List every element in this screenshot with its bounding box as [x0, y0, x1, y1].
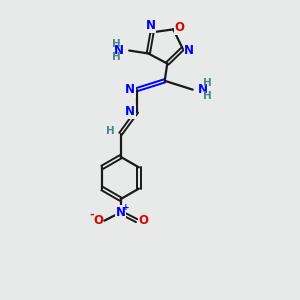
Text: +: +: [122, 202, 130, 211]
Text: H: H: [106, 126, 115, 136]
Text: H: H: [112, 39, 121, 49]
Text: -: -: [90, 210, 94, 220]
Text: N: N: [116, 206, 126, 219]
Text: O: O: [93, 214, 103, 227]
Text: N: N: [125, 105, 135, 118]
Text: N: N: [184, 44, 194, 57]
Text: O: O: [138, 214, 148, 227]
Text: N: N: [146, 20, 156, 32]
Text: O: O: [175, 21, 185, 34]
Text: N: N: [125, 83, 135, 96]
Text: H: H: [112, 52, 121, 62]
Text: H: H: [203, 91, 212, 101]
Text: H: H: [203, 78, 212, 88]
Text: N: N: [114, 44, 124, 57]
Text: N: N: [198, 83, 208, 96]
